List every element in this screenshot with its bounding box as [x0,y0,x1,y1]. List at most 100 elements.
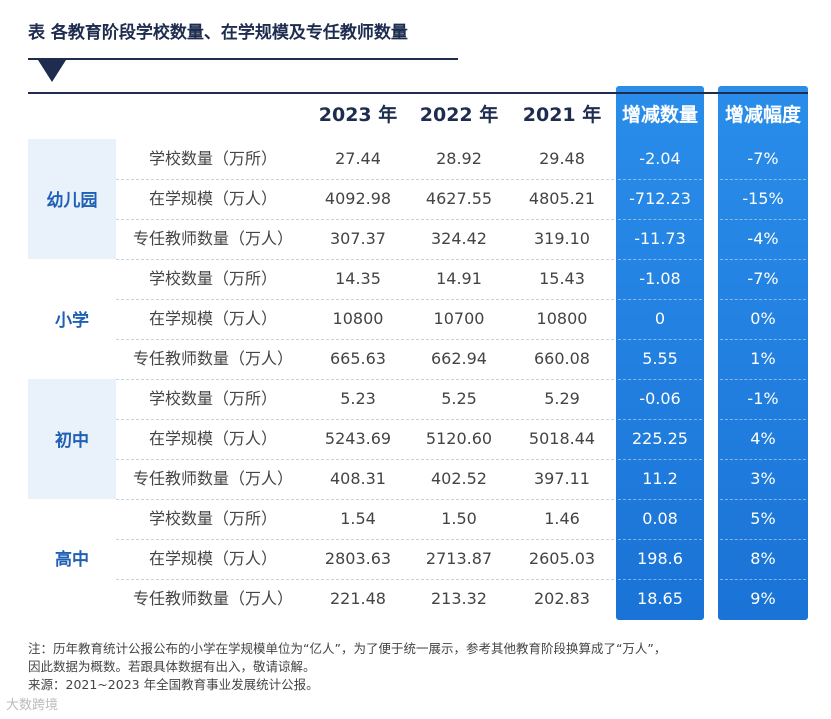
row-divider [720,499,806,500]
row-change: 5.55 [642,349,678,368]
row-value-2021: 5018.44 [528,429,596,448]
change-column-highlight [616,86,704,620]
table-row: 学校数量（万所） 14.35 14.91 15.43 -1.08 -7% [28,259,808,299]
row-percent: 1% [750,349,776,368]
table-row: 专任教师数量（万人） 221.48 213.32 202.83 18.65 9% [28,579,808,619]
row-divider [720,379,806,380]
row-value-2021: 10800 [536,309,588,328]
row-divider [116,179,614,180]
footnote-source: 来源：2021~2023 年全国教育事业发展统计公报。 [28,677,319,692]
row-item: 专任教师数量（万人） [132,349,293,368]
table-header-row: 2023 年 2022 年 2021 年 增减数量 增减幅度 [28,86,808,144]
row-percent: 5% [750,509,776,528]
row-value-2023: 221.48 [330,589,386,608]
header-year-2023: 2023 年 [318,104,398,126]
row-divider [116,259,614,260]
header-year-2021: 2021 年 [522,104,602,126]
row-value-2022: 402.52 [431,469,487,488]
row-change: 0 [654,309,666,328]
title-pointer-decoration [38,60,66,82]
row-divider [618,299,702,300]
row-divider [720,539,806,540]
row-percent: 0% [750,309,776,328]
row-value-2023: 27.44 [335,149,381,168]
percent-column-highlight [718,86,808,620]
row-value-2023: 4092.98 [324,189,392,208]
row-item: 学校数量（万所） [148,509,277,528]
row-value-2023: 5.23 [340,389,376,408]
page-title: 表 各教育阶段学校数量、在学规模及专任教师数量 [28,23,408,43]
row-value-2021: 4805.21 [528,189,596,208]
row-divider [618,459,702,460]
row-percent: 3% [750,469,776,488]
row-divider [116,379,614,380]
table-row: 在学规模（万人） 5243.69 5120.60 5018.44 225.25 … [28,419,808,459]
row-change: -0.06 [639,389,681,408]
row-change: 225.25 [632,429,688,448]
row-change: 11.2 [642,469,678,488]
row-divider [720,419,806,420]
row-value-2022: 5.25 [441,389,477,408]
row-value-2021: 5.29 [544,389,580,408]
table-top-rule [28,92,808,94]
row-value-2022: 28.92 [436,149,482,168]
group-label-primary: 小学 [55,311,89,331]
row-change: 198.6 [637,549,683,568]
row-value-2021: 319.10 [534,229,590,248]
table-row: 在学规模（万人） 4092.98 4627.55 4805.21 -712.23… [28,179,808,219]
row-value-2023: 14.35 [335,269,381,288]
table-footnote: 注：历年教育统计公报公布的小学在学规模单位为“亿人”，为了便于统一展示，参考其他… [28,640,808,694]
row-value-2023: 408.31 [330,469,386,488]
table-row: 学校数量（万所） 1.54 1.50 1.46 0.08 5% [28,499,808,539]
row-divider [618,219,702,220]
row-divider [116,339,614,340]
footnote-line: 注：历年教育统计公报公布的小学在学规模单位为“亿人”，为了便于统一展示，参考其他… [28,641,667,656]
row-percent: 9% [750,589,776,608]
row-percent: 4% [750,429,776,448]
table-row: 专任教师数量（万人） 408.31 402.52 397.11 11.2 3% [28,459,808,499]
row-divider [618,419,702,420]
group-label-kindergarten: 幼儿园 [46,191,98,211]
row-value-2022: 324.42 [431,229,487,248]
row-value-2022: 4627.55 [425,189,493,208]
row-item: 在学规模（万人） [148,549,277,568]
row-divider [116,419,614,420]
row-value-2021: 202.83 [534,589,590,608]
row-item: 专任教师数量（万人） [132,589,293,608]
row-percent: -7% [747,269,779,288]
row-divider [618,539,702,540]
row-item: 在学规模（万人） [148,429,277,448]
row-divider [618,179,702,180]
row-divider [116,459,614,460]
row-value-2021: 15.43 [539,269,585,288]
group-label-junior: 初中 [55,431,89,451]
row-divider [116,219,614,220]
row-divider [720,579,806,580]
group-label-senior: 高中 [55,550,89,570]
row-value-2022: 2713.87 [425,549,493,568]
table-row: 专任教师数量（万人） 307.37 324.42 319.10 -11.73 -… [28,219,808,259]
row-percent: 8% [750,549,776,568]
row-item: 专任教师数量（万人） [132,469,293,488]
row-value-2023: 1.54 [340,509,376,528]
row-value-2022: 5120.60 [425,429,493,448]
row-value-2022: 14.91 [436,269,482,288]
row-item: 学校数量（万所） [148,389,277,408]
row-divider [720,179,806,180]
row-divider [116,299,614,300]
row-divider [720,219,806,220]
row-value-2021: 29.48 [539,149,585,168]
header-percent: 增减幅度 [724,104,801,126]
row-percent: -15% [742,189,784,208]
row-divider [116,539,614,540]
row-divider [116,499,614,500]
table-row: 学校数量（万所） 27.44 28.92 29.48 -2.04 -7% [28,139,808,179]
header-change: 增减数量 [621,104,698,126]
row-item: 在学规模（万人） [148,309,277,328]
row-item: 学校数量（万所） [148,269,277,288]
row-value-2023: 5243.69 [324,429,392,448]
row-divider [720,339,806,340]
row-change: 0.08 [642,509,678,528]
row-value-2023: 307.37 [330,229,386,248]
row-divider [618,499,702,500]
